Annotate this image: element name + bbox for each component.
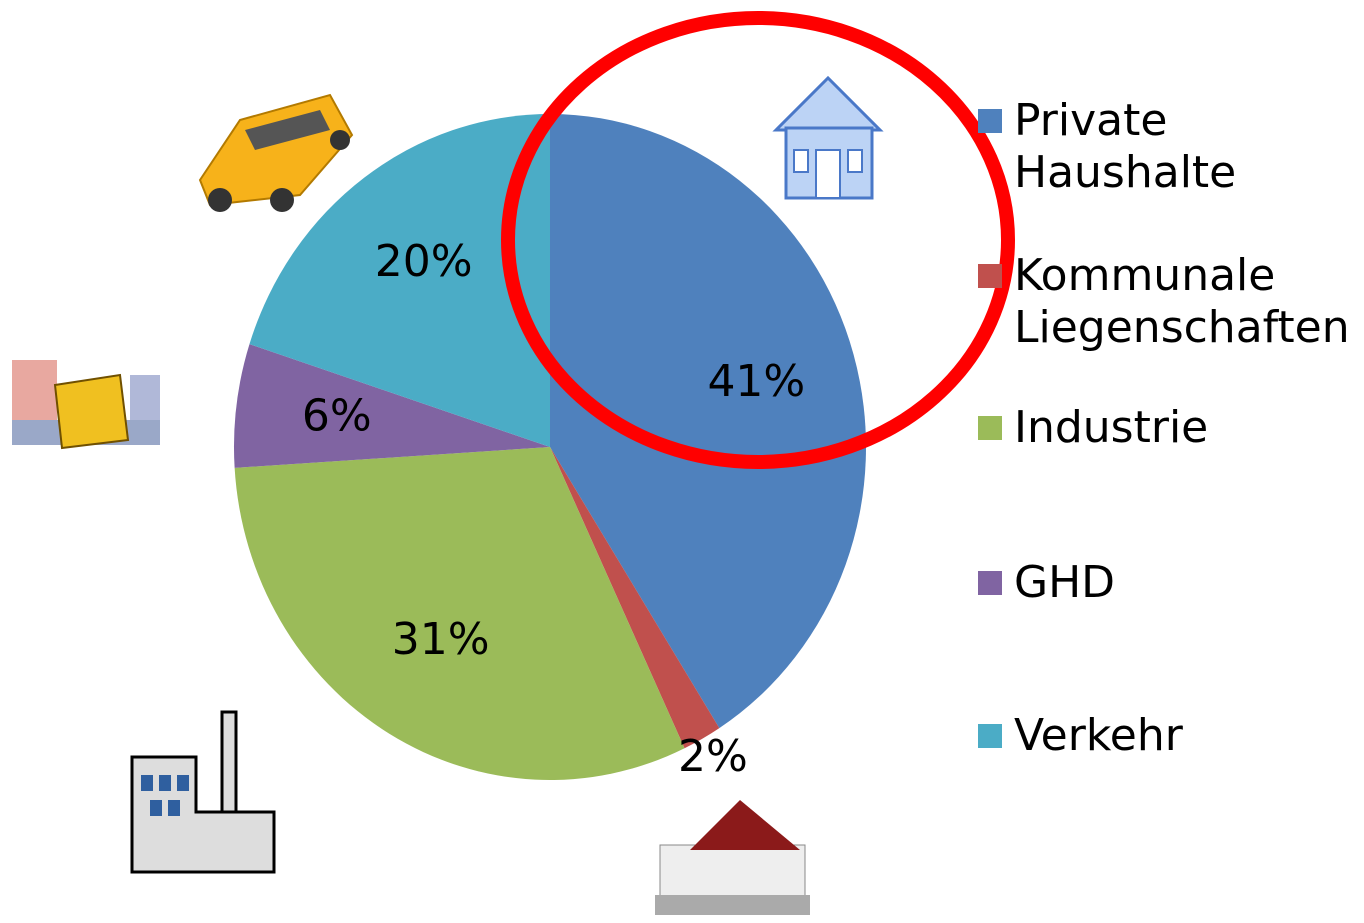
data-label: 20% [375, 236, 473, 287]
legend-item: Industrie [978, 402, 1358, 454]
legend-item: Verkehr [978, 710, 1358, 762]
legend-label: Industrie [1014, 402, 1208, 454]
data-label: 2% [678, 731, 748, 782]
data-label: 41% [707, 356, 805, 407]
house-icon [776, 78, 880, 198]
legend-label: Verkehr [1014, 710, 1183, 762]
legend-swatch [978, 416, 1002, 440]
legend-label: Kommunale Liegenschaften [1014, 250, 1358, 354]
chart: 41% 2% 31% 6% 20% Private Haushalte Kommunale… [0, 0, 1364, 923]
building-icon [655, 800, 810, 915]
legend-item: GHD [978, 557, 1358, 609]
legend-item: Private Haushalte [978, 95, 1358, 199]
legend-swatch [978, 571, 1002, 595]
taxi-icon [200, 95, 352, 212]
pie [234, 114, 866, 780]
legend-swatch [978, 109, 1002, 133]
data-label: 31% [392, 614, 490, 665]
data-label: 6% [302, 391, 372, 442]
legend-swatch [978, 264, 1002, 288]
legend-label: Private Haushalte [1014, 95, 1358, 199]
legend-item: Kommunale Liegenschaften [978, 250, 1358, 354]
legend-swatch [978, 724, 1002, 748]
legend-label: GHD [1014, 557, 1115, 609]
shopping-icon [12, 360, 160, 448]
factory-icon [132, 712, 274, 872]
